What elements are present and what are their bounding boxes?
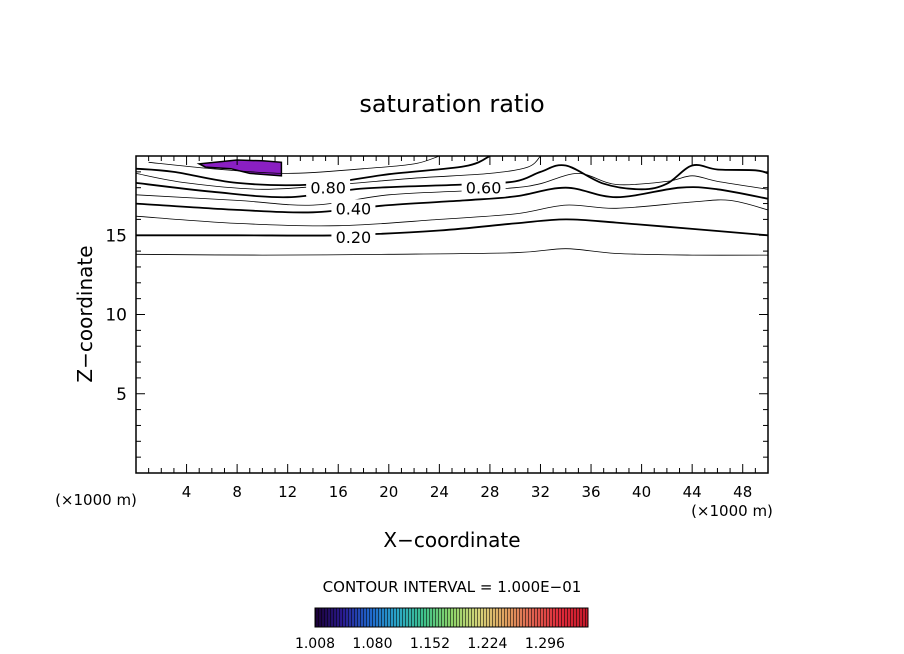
x-tick-label: 8 [232, 483, 242, 501]
y-tick-label: 15 [105, 226, 127, 246]
y-axis-label: Z−coordinate [73, 245, 97, 382]
contour-line-0-2 [136, 218, 768, 237]
contour-line-0-4 [136, 186, 768, 214]
contour-line-0-1 [136, 248, 768, 256]
x-unit-left: (×1000 m) [55, 491, 137, 509]
contour-line-0-5 [136, 172, 768, 206]
contour-label-bg [331, 199, 376, 218]
supersaturated-region [196, 159, 283, 177]
x-tick-labels: 4 8 12 16 20 24 28 32 36 40 44 48 [182, 483, 752, 501]
colorbar-tick-label: 1.296 [525, 636, 565, 652]
x-tick-label: 20 [379, 483, 398, 501]
chart-title: saturation ratio [359, 90, 544, 118]
contour-label-bg [461, 178, 506, 197]
colorbar-tick-labels: 1.008 1.080 1.152 1.224 1.296 [295, 636, 565, 652]
x-axis-label: X−coordinate [383, 528, 520, 552]
x-tick-label: 48 [733, 483, 752, 501]
x-tick-label: 44 [683, 483, 702, 501]
colorbar-tick-label: 1.152 [410, 636, 450, 652]
y-tick-label: 10 [105, 306, 127, 326]
contour-interval-text: CONTOUR INTERVAL = 1.000E−01 [323, 578, 582, 596]
y-tick-label: 5 [116, 385, 127, 405]
y-tick-labels: 5 10 15 [105, 226, 127, 405]
contour-labels: 0.80 0.60 0.40 0.20 [306, 178, 506, 247]
contour-label-bg [306, 178, 351, 197]
x-tick-label: 28 [480, 483, 499, 501]
contour-lines [136, 156, 768, 256]
contour-label: 0.40 [336, 199, 372, 218]
contour-label-bg [331, 227, 376, 246]
x-tick-label: 12 [278, 483, 297, 501]
colorbar-stripes [315, 608, 588, 627]
x-unit-right: (×1000 m) [691, 502, 773, 520]
x-tick-label: 24 [430, 483, 449, 501]
contour-line-0-3 [136, 199, 768, 227]
contour-line-0-6 [136, 164, 768, 199]
colorbar-tick-label: 1.080 [352, 636, 392, 652]
axis-ticks [136, 156, 768, 473]
x-tick-label: 16 [329, 483, 348, 501]
contour-label: 0.20 [336, 228, 372, 247]
colorbar-tick-label: 1.008 [295, 636, 335, 652]
contour-label: 0.80 [310, 179, 346, 198]
colorbar-frame [314, 607, 589, 628]
contour-line-0-9 [148, 156, 440, 174]
x-tick-label: 40 [632, 483, 651, 501]
contour-line-0-7 [136, 156, 541, 190]
colorbar-tick-label: 1.224 [467, 636, 507, 652]
x-tick-label: 4 [182, 483, 192, 501]
contour-label: 0.60 [466, 179, 502, 198]
x-tick-label: 32 [531, 483, 550, 501]
x-tick-label: 36 [581, 483, 600, 501]
